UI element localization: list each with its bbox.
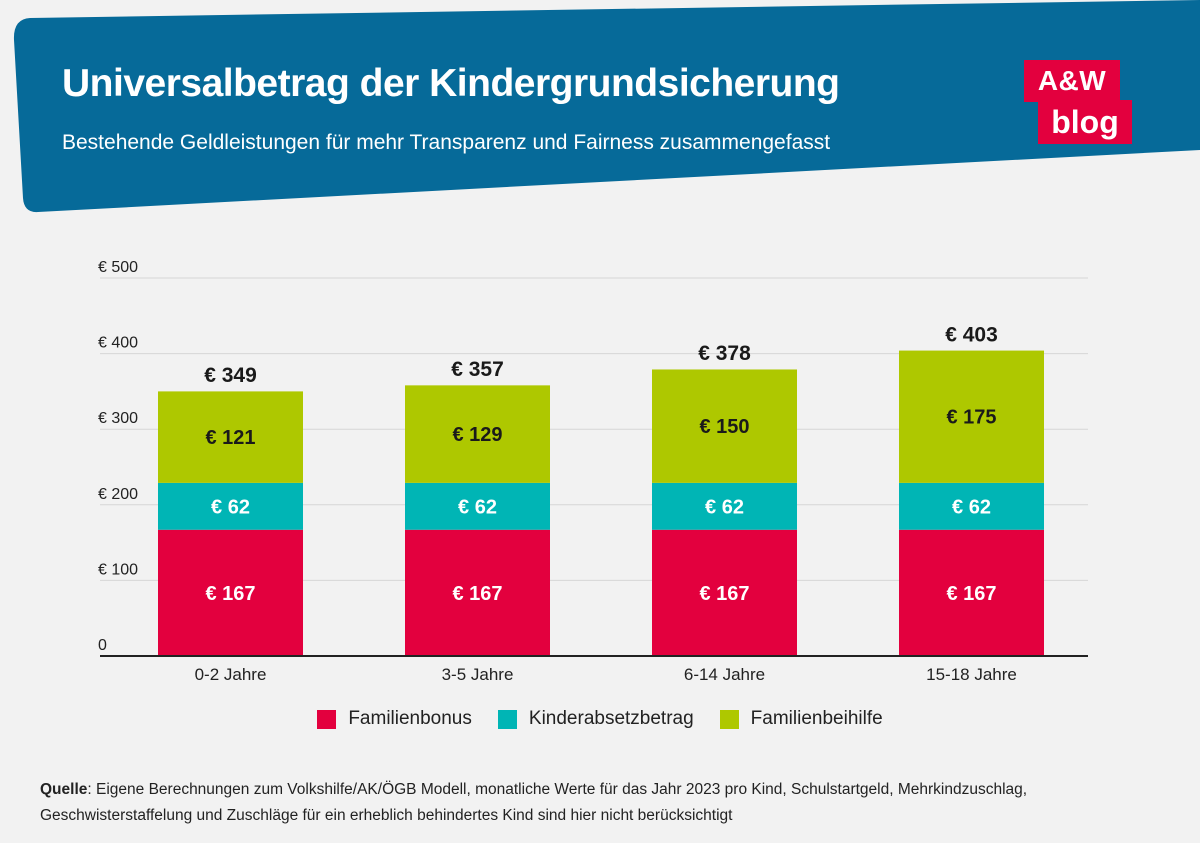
x-tick-label: 15-18 Jahre xyxy=(926,665,1017,684)
legend-label-familienbonus: Familienbonus xyxy=(348,708,472,729)
bar-segment xyxy=(405,529,550,656)
bar-total-label: € 403 xyxy=(945,323,998,346)
source-label: Quelle xyxy=(40,781,88,798)
bar-segment xyxy=(158,391,303,483)
bar-value-label: € 167 xyxy=(699,583,749,605)
legend-swatch-familienbonus xyxy=(317,709,337,729)
bar-value-label: € 62 xyxy=(952,496,991,518)
bar-value-label: € 175 xyxy=(946,407,996,429)
bar-total-label: € 357 xyxy=(451,358,504,381)
y-tick-label: € 300 xyxy=(98,410,138,427)
logo-line2: blog xyxy=(1038,100,1132,144)
bar-segment xyxy=(899,482,1044,530)
y-tick-label: € 200 xyxy=(98,486,138,503)
bar-segment xyxy=(405,385,550,483)
y-tick-label: 0 xyxy=(98,637,107,654)
bar-value-label: € 150 xyxy=(699,416,749,438)
legend-label-kinderabsetzbetrag: Kinderabsetzbetrag xyxy=(528,708,694,729)
bar-value-label: € 121 xyxy=(205,427,255,449)
x-tick-label: 3-5 Jahre xyxy=(442,665,514,684)
aw-blog-logo[interactable]: A&W blog xyxy=(1024,60,1134,145)
banner-shape xyxy=(13,0,1200,213)
x-tick-label: 0-2 Jahre xyxy=(195,665,267,684)
source-text: : Eigene Berechnungen zum Volkshilfe/AK/… xyxy=(40,781,1028,824)
bar-segment xyxy=(899,350,1044,483)
bar-segment xyxy=(899,529,1044,656)
bar-value-label: € 62 xyxy=(211,496,250,518)
page-title: Universalbetrag der Kindergrundsicherung xyxy=(62,62,840,105)
legend-swatch-kinderabsetzbetrag xyxy=(497,709,517,729)
stacked-bar-chart: 0 € 100 € 200 € 300 € 400 € 500 € 167 € 62 € 121… xyxy=(98,259,1088,684)
bar-value-label: € 167 xyxy=(205,583,255,605)
legend-swatch-familienbeihilfe xyxy=(719,709,739,729)
x-tick-label: 6-14 Jahre xyxy=(684,665,765,684)
logo-line1: A&W xyxy=(1024,60,1120,102)
legend-label-familienbeihilfe: Familienbeihilfe xyxy=(750,708,883,729)
legend-item-familienbeihilfe: Familienbeihilfe xyxy=(719,708,883,730)
source-note: Quelle: Eigene Berechnungen zum Volkshil… xyxy=(40,777,1160,829)
y-tick-label: € 500 xyxy=(98,259,138,276)
y-tick-label: € 400 xyxy=(98,335,138,352)
bar-segment xyxy=(652,482,797,530)
y-tick-label: € 100 xyxy=(98,561,138,578)
bar-value-label: € 62 xyxy=(705,496,744,518)
bar-segment xyxy=(405,482,550,530)
bar-total-label: € 378 xyxy=(698,342,751,365)
chart-legend: Familienbonus Kinderabsetzbetrag Familie… xyxy=(0,708,1200,730)
bar-value-label: € 167 xyxy=(946,583,996,605)
bar-value-label: € 167 xyxy=(452,583,502,605)
bar-value-label: € 62 xyxy=(458,496,497,518)
legend-item-kinderabsetzbetrag: Kinderabsetzbetrag xyxy=(497,708,694,730)
bar-segment xyxy=(158,529,303,656)
bar-value-label: € 129 xyxy=(452,424,502,446)
header-banner xyxy=(13,0,1200,213)
bar-total-label: € 349 xyxy=(204,364,257,387)
bar-segment xyxy=(158,482,303,530)
legend-item-familienbonus: Familienbonus xyxy=(317,708,472,730)
bar-segment xyxy=(652,369,797,483)
bar-segment xyxy=(652,529,797,656)
page-subtitle: Bestehende Geldleistungen für mehr Trans… xyxy=(62,131,831,154)
